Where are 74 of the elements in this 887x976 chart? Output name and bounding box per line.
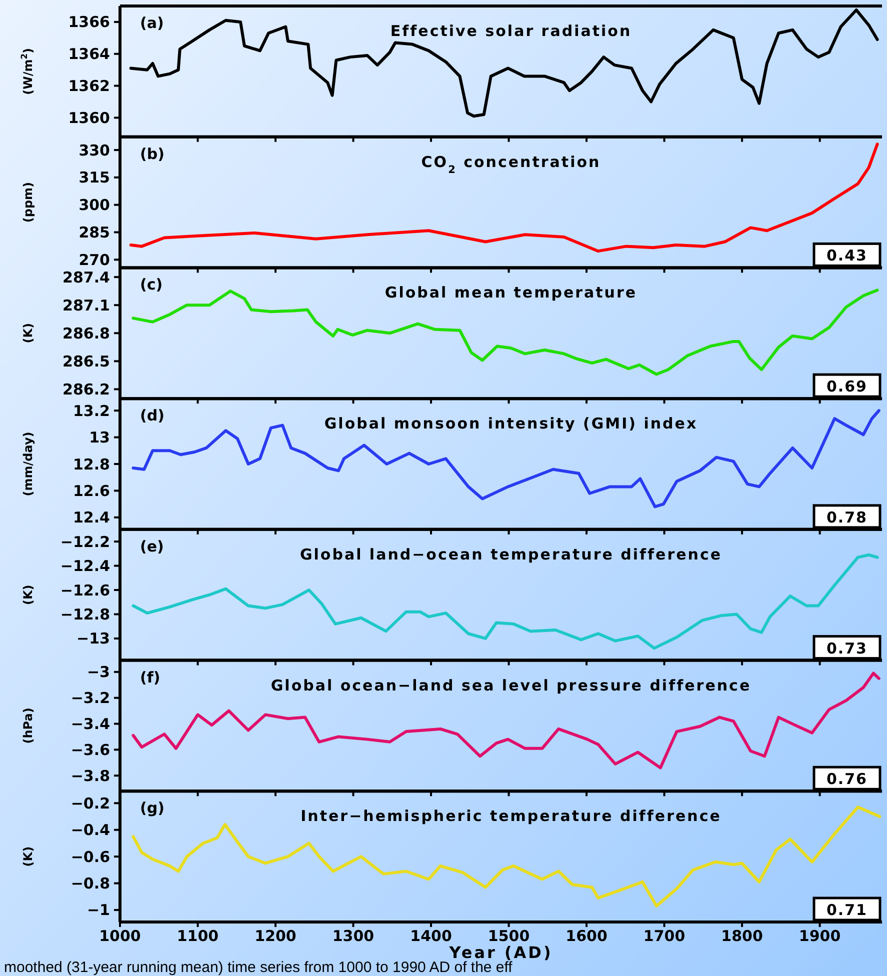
y-tick-label: −1: [86, 901, 110, 920]
y-axis-title: (K): [21, 846, 35, 867]
y-tick-label: 315: [78, 168, 110, 187]
text: Global mean temperature: [384, 284, 638, 302]
y-tick-label: 287.4: [62, 268, 110, 286]
text: Global ocean−land sea level pressure difference: [270, 676, 752, 694]
annotation: (g): [140, 799, 164, 818]
y-axis-title: (hPa): [21, 708, 35, 744]
annotation: (b): [140, 144, 164, 163]
y-tick-label: −3.8: [70, 766, 110, 785]
annotation: 0.43: [826, 246, 868, 265]
y-tick-label: −0.6: [70, 848, 110, 866]
y-tick-label: −0.2: [70, 794, 110, 812]
y-tick-label: −3.2: [70, 689, 110, 708]
y-axis-title: (K): [21, 584, 35, 605]
x-tick-label: 1400: [410, 927, 452, 945]
y-tick-label: −12.2: [60, 532, 110, 551]
x-tick-label: 1300: [332, 927, 374, 945]
y-tick-label: 1364: [68, 45, 110, 64]
y-tick-label: 1366: [68, 13, 110, 32]
annotation: 0.73: [826, 639, 868, 658]
y-tick-label: 13.2: [72, 402, 110, 420]
annotation: (f): [140, 668, 160, 686]
y-tick-label: 1362: [68, 77, 110, 96]
x-tick-label: 1000: [99, 927, 141, 945]
y-tick-label: −3.6: [70, 740, 110, 759]
y-tick-label: 285: [78, 224, 110, 242]
x-tick-label: 1900: [798, 927, 841, 945]
line-series: [132, 409, 880, 508]
y-tick-label: 12.6: [72, 482, 110, 500]
y-tick-label: −3.4: [70, 715, 110, 734]
annotation: (a): [140, 14, 164, 32]
text: Inter−hemispheric temperature difference: [300, 807, 722, 826]
y-tick-label: 330: [78, 141, 110, 160]
annotation: 0.69: [826, 378, 868, 396]
text: CO$_{2}$ concentration: [421, 152, 601, 176]
annotation: (c): [140, 276, 163, 294]
y-tick-label: −3: [86, 663, 110, 682]
annotation: 0.78: [826, 508, 868, 526]
y-axis-title: (mm/day): [21, 432, 35, 496]
y-tick-label: −12.4: [60, 557, 110, 576]
x-tick-label: 1800: [721, 927, 763, 945]
x-tick-label: 1600: [566, 927, 608, 945]
annotation: 0.76: [826, 770, 868, 788]
y-tick-label: 1360: [68, 108, 110, 127]
x-tick-label: 1500: [488, 927, 530, 945]
y-tick-label: 13: [89, 428, 110, 447]
x-tick-label: 1200: [254, 927, 296, 945]
y-tick-label: −13: [76, 630, 110, 648]
y-tick-label: −12.8: [60, 605, 110, 624]
annotation: (e): [140, 537, 164, 556]
y-tick-label: 270: [78, 250, 110, 269]
y-tick-label: 12.8: [72, 455, 110, 474]
x-axis-title: Year (AD): [448, 943, 553, 962]
y-tick-label: 286.5: [62, 352, 110, 370]
y-tick-label: −0.8: [70, 874, 110, 893]
text: Global land−ocean temperature difference: [300, 545, 722, 564]
text: moothed (31-year running mean) time series from 1000 to 1990 AD of the eff: [4, 959, 514, 976]
x-tick-label: 1100: [176, 927, 219, 945]
text: Effective solar radiation: [390, 22, 632, 40]
text: Global monsoon intensity (GMI) index: [324, 414, 698, 433]
y-tick-label: 286.2: [62, 380, 110, 398]
x-tick-label: 1700: [643, 927, 686, 945]
y-tick-label: 287.1: [62, 296, 110, 314]
annotation: 0.71: [826, 901, 868, 919]
y-tick-label: 300: [78, 196, 110, 214]
y-tick-label: 12.4: [72, 508, 110, 527]
y-tick-label: −12.6: [60, 581, 110, 600]
y-tick-label: 286.8: [62, 324, 110, 342]
annotation: (d): [140, 406, 164, 425]
y-tick-label: −0.4: [70, 821, 110, 840]
y-axis-title: (K): [21, 323, 35, 344]
y-axis-title: (ppm): [21, 182, 35, 223]
line-series: [132, 672, 880, 770]
